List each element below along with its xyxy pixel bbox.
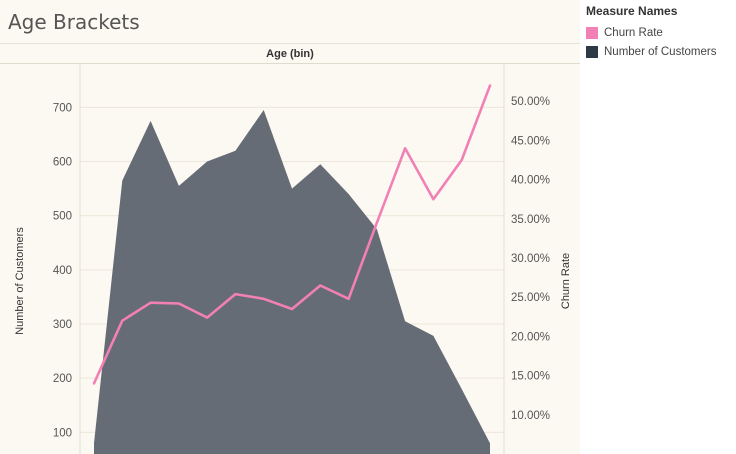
left-tick-label-200: 200 xyxy=(53,373,72,385)
right-tick-label-3: 25.00% xyxy=(511,292,550,304)
left-tick-label-600: 600 xyxy=(53,157,72,169)
legend-item-number-of-customers[interactable]: Number of Customers xyxy=(586,42,736,61)
x-axis-header: Age (bin) xyxy=(266,48,314,60)
customers-area xyxy=(94,110,490,454)
left-axis: 100 200 300 400 500 600 700 xyxy=(53,102,72,439)
right-tick-label-8: 50.00% xyxy=(511,96,550,108)
legend-item-churn-rate[interactable]: Churn Rate xyxy=(586,23,736,42)
churn-rate-line xyxy=(92,84,492,385)
right-tick-label-5: 35.00% xyxy=(511,214,550,226)
left-tick-label-300: 300 xyxy=(53,319,72,331)
legend-label-churn-rate: Churn Rate xyxy=(604,26,663,39)
title-divider xyxy=(0,43,580,44)
right-axis-title: Churn Rate xyxy=(560,253,572,309)
left-tick-label-400: 400 xyxy=(53,265,72,277)
legend-title: Measure Names xyxy=(586,4,678,18)
left-tick-label-100: 100 xyxy=(53,427,72,439)
right-tick-label-6: 40.00% xyxy=(511,175,550,187)
right-tick-label-4: 30.00% xyxy=(511,253,550,265)
right-tick-label-0: 10.00% xyxy=(511,410,550,422)
right-tick-label-1: 15.00% xyxy=(511,371,550,383)
churn-line-layer xyxy=(92,84,492,385)
right-axis: 10.00% 15.00% 20.00% 25.00% 30.00% 35.00% 40.0… xyxy=(511,96,550,422)
right-tick-label-7: 45.00% xyxy=(511,135,550,147)
legend-swatch-churn-rate xyxy=(586,26,598,39)
legend-swatch-number-of-customers xyxy=(586,45,598,58)
header-divider xyxy=(0,63,580,64)
legend: Measure Names Churn Rate Number of Custo… xyxy=(586,4,736,61)
left-tick-label-700: 700 xyxy=(53,102,72,114)
left-axis-title: Number of Customers xyxy=(14,227,26,335)
right-tick-label-2: 20.00% xyxy=(511,331,550,343)
customers-area-layer xyxy=(94,110,490,454)
chart-svg: 100 200 300 400 500 600 700 10.00% 15.00% 20.00%… xyxy=(14,64,572,454)
legend-label-number-of-customers: Number of Customers xyxy=(604,45,717,58)
chart-title: Age Brackets xyxy=(8,10,140,34)
left-tick-label-500: 500 xyxy=(53,211,72,223)
